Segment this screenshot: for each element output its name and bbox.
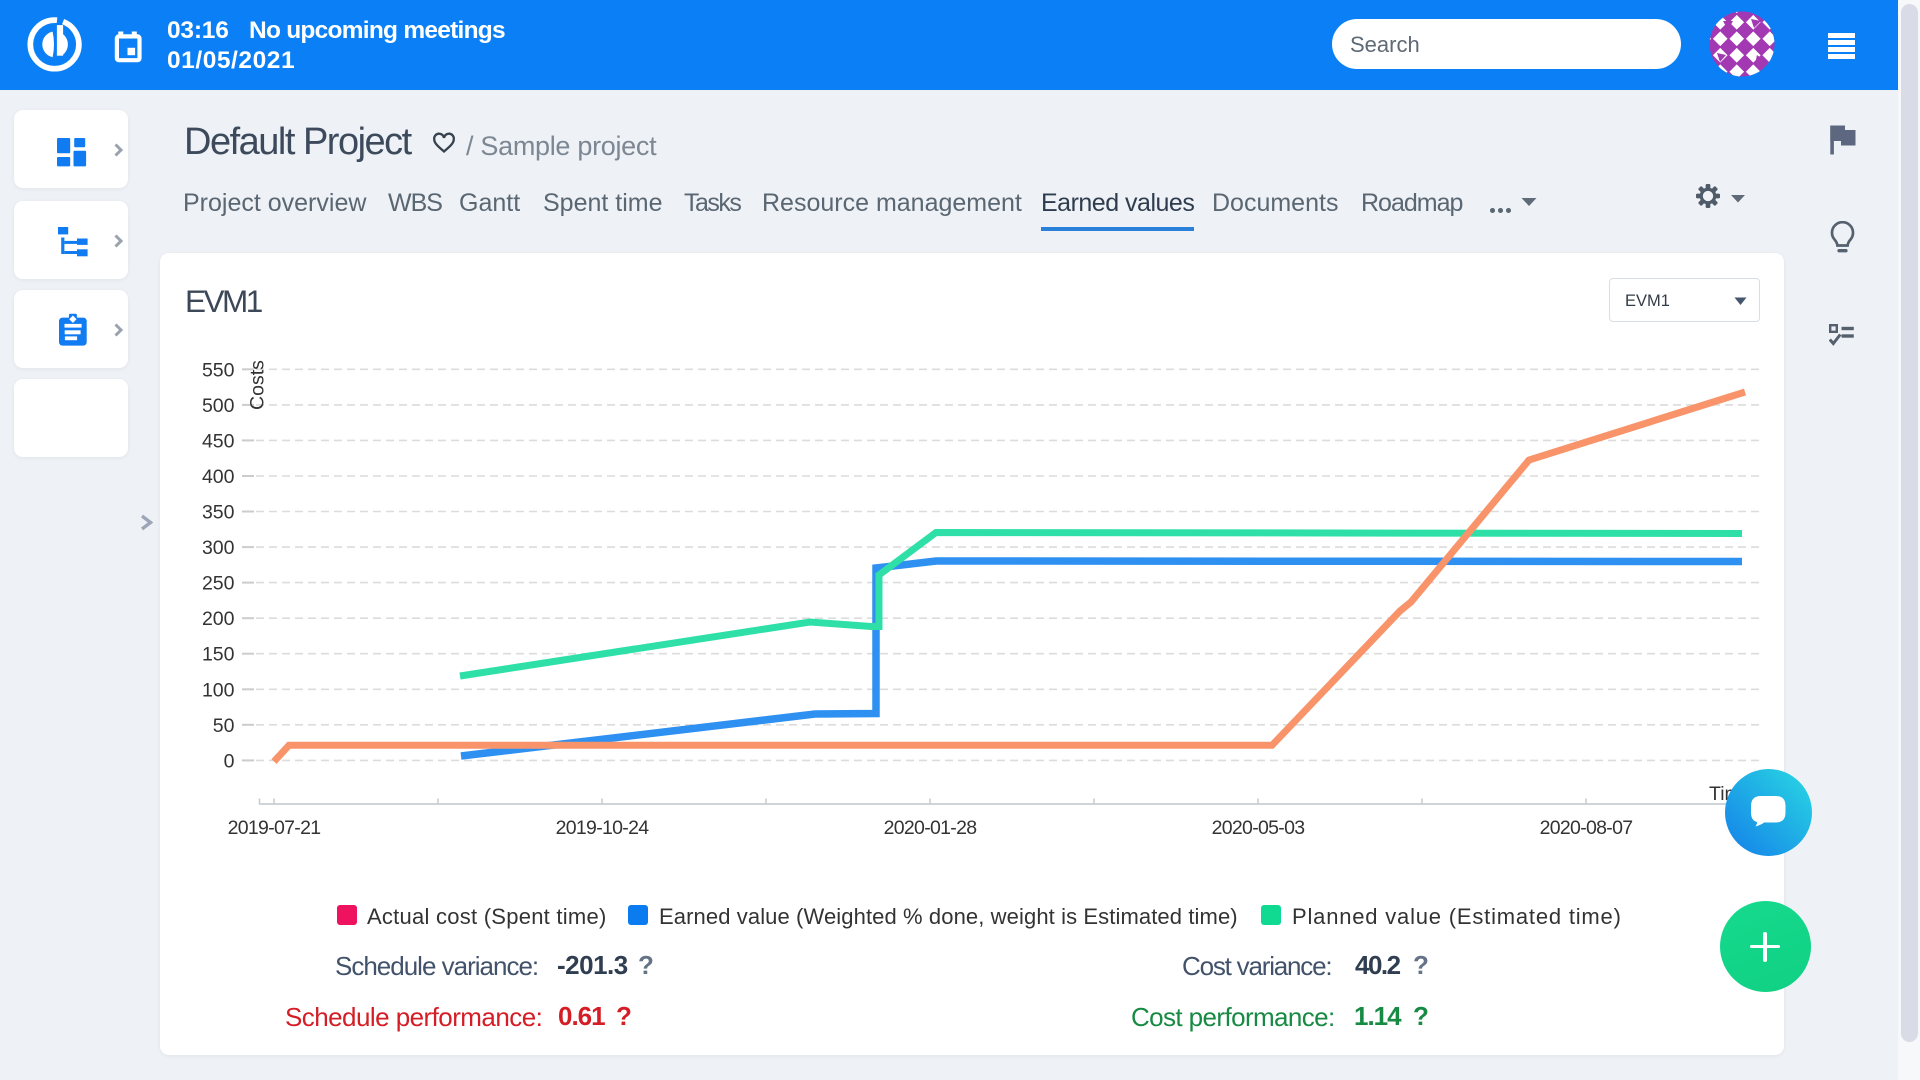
- svg-text:2020-01-28: 2020-01-28: [884, 817, 977, 839]
- svg-text:2019-10-24: 2019-10-24: [556, 817, 650, 839]
- svg-text:150: 150: [202, 644, 235, 666]
- svg-text:2019-07-21: 2019-07-21: [228, 817, 321, 839]
- svg-text:450: 450: [202, 430, 235, 452]
- svg-text:Costs: Costs: [247, 360, 269, 410]
- svg-text:500: 500: [202, 395, 235, 417]
- svg-text:200: 200: [202, 608, 235, 630]
- svg-text:2020-05-03: 2020-05-03: [1212, 817, 1305, 839]
- svg-text:0: 0: [224, 750, 235, 772]
- svg-text:400: 400: [202, 466, 235, 488]
- svg-text:300: 300: [202, 537, 235, 559]
- svg-text:250: 250: [202, 573, 235, 595]
- svg-text:50: 50: [213, 715, 235, 737]
- svg-text:100: 100: [202, 679, 235, 701]
- svg-text:350: 350: [202, 502, 235, 524]
- svg-text:2020-08-07: 2020-08-07: [1540, 817, 1633, 839]
- svg-text:550: 550: [202, 359, 235, 381]
